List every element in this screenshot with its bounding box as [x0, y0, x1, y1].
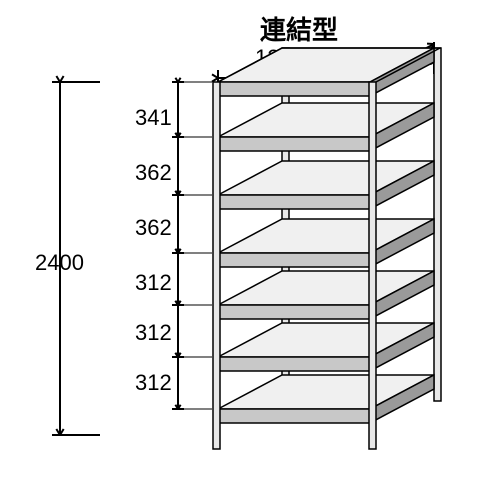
diagram-stage: 連結型 1200 920 2400 341 362 362 312 312 31…: [0, 0, 500, 500]
diagram-svg: [0, 0, 500, 500]
